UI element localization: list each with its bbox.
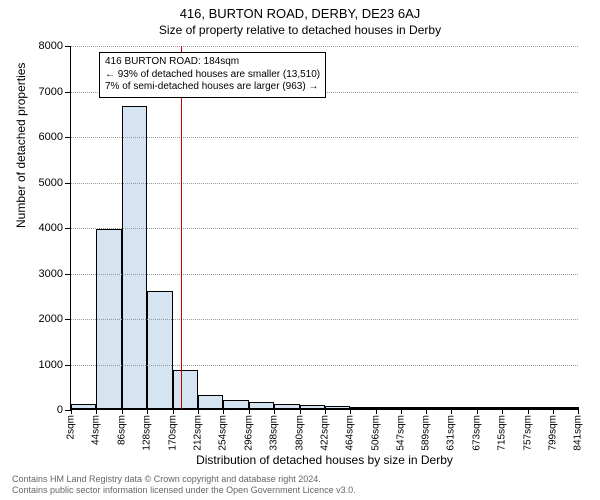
y-tick [65, 274, 71, 275]
histogram-bar [350, 407, 375, 409]
x-tick [223, 409, 224, 414]
infobox-line3: 7% of semi-detached houses are larger (9… [105, 81, 320, 94]
x-tick-label: 2sqm [66, 415, 77, 439]
x-tick [198, 409, 199, 414]
x-axis-label: Distribution of detached houses by size … [71, 453, 578, 467]
x-tick-label: 380sqm [294, 415, 305, 451]
plot-area: 010002000300040005000600070008000 2sqm44… [70, 46, 578, 410]
histogram-bar [528, 407, 553, 409]
x-tick [528, 409, 529, 414]
histogram-bar [249, 402, 274, 409]
footer: Contains HM Land Registry data © Crown c… [12, 474, 356, 496]
y-tick-label: 7000 [39, 86, 63, 98]
x-tick [477, 409, 478, 414]
gridline [71, 274, 578, 275]
x-tick [122, 409, 123, 414]
x-tick-label: 506sqm [370, 415, 381, 451]
x-tick [249, 409, 250, 414]
x-tick-label: 799sqm [547, 415, 558, 451]
y-tick [65, 365, 71, 366]
chart-container: 416, BURTON ROAD, DERBY, DE23 6AJ Size o… [0, 0, 600, 500]
infobox-line1: 416 BURTON ROAD: 184sqm [105, 56, 320, 69]
x-tick-label: 589sqm [420, 415, 431, 451]
infobox-line2: ← 93% of detached houses are smaller (13… [105, 69, 320, 82]
x-tick [553, 409, 554, 414]
x-tick [401, 409, 402, 414]
x-tick-label: 170sqm [167, 415, 178, 451]
gridline [71, 183, 578, 184]
histogram-bar [300, 405, 325, 409]
x-tick-label: 464sqm [345, 415, 356, 451]
x-tick [376, 409, 377, 414]
gridline [71, 137, 578, 138]
y-tick-label: 5000 [39, 177, 63, 189]
y-tick [65, 228, 71, 229]
gridline [71, 365, 578, 366]
x-tick [426, 409, 427, 414]
x-tick-label: 631sqm [446, 415, 457, 451]
gridline [71, 319, 578, 320]
gridline [71, 228, 578, 229]
x-tick [300, 409, 301, 414]
y-axis-label: Number of detached properties [14, 63, 28, 228]
x-tick-label: 547sqm [395, 415, 406, 451]
histogram-bar [147, 291, 172, 409]
y-tick [65, 46, 71, 47]
gridline [71, 46, 578, 47]
histogram-bar [274, 404, 299, 409]
y-tick [65, 319, 71, 320]
histogram-bar [503, 407, 528, 409]
y-tick-label: 4000 [39, 222, 63, 234]
histogram-bar [198, 395, 223, 409]
x-tick [325, 409, 326, 414]
x-tick-label: 86sqm [116, 415, 127, 445]
x-tick-label: 128sqm [142, 415, 153, 451]
y-tick [65, 137, 71, 138]
chart-subtitle: Size of property relative to detached ho… [0, 21, 600, 37]
chart-title: 416, BURTON ROAD, DERBY, DE23 6AJ [0, 0, 600, 21]
histogram-bar [325, 406, 350, 409]
x-tick [350, 409, 351, 414]
histogram-bar [427, 407, 452, 409]
y-tick-label: 8000 [39, 40, 63, 52]
x-tick [451, 409, 452, 414]
info-box: 416 BURTON ROAD: 184sqm ← 93% of detache… [99, 52, 326, 98]
y-tick-label: 2000 [39, 313, 63, 325]
reference-line [181, 46, 182, 409]
x-tick-label: 422sqm [320, 415, 331, 451]
x-tick-label: 254sqm [218, 415, 229, 451]
histogram-bar [477, 407, 502, 409]
footer-line1: Contains HM Land Registry data © Crown c… [12, 474, 356, 485]
histogram-bar [173, 370, 198, 409]
x-tick-label: 841sqm [573, 415, 584, 451]
x-tick-label: 715sqm [497, 415, 508, 451]
y-tick [65, 92, 71, 93]
y-tick-label: 1000 [39, 359, 63, 371]
histogram-bar [223, 400, 248, 409]
histogram-bar [401, 407, 426, 409]
y-tick-label: 3000 [39, 268, 63, 280]
x-tick [147, 409, 148, 414]
histogram-bar [376, 407, 401, 409]
x-tick-label: 338sqm [269, 415, 280, 451]
histogram-bar [554, 407, 579, 409]
x-tick [173, 409, 174, 414]
x-tick-label: 296sqm [243, 415, 254, 451]
x-tick [502, 409, 503, 414]
x-tick-label: 44sqm [91, 415, 102, 445]
histogram-bar [71, 404, 96, 409]
x-tick-label: 757sqm [522, 415, 533, 451]
x-tick-label: 673sqm [471, 415, 482, 451]
x-tick [274, 409, 275, 414]
y-tick [65, 183, 71, 184]
x-tick [96, 409, 97, 414]
x-tick [71, 409, 72, 414]
x-tick-label: 212sqm [193, 415, 204, 451]
footer-line2: Contains public sector information licen… [12, 485, 356, 496]
y-tick-label: 0 [57, 404, 63, 416]
y-tick-label: 6000 [39, 131, 63, 143]
x-tick [578, 409, 579, 414]
histogram-bar [452, 407, 477, 409]
